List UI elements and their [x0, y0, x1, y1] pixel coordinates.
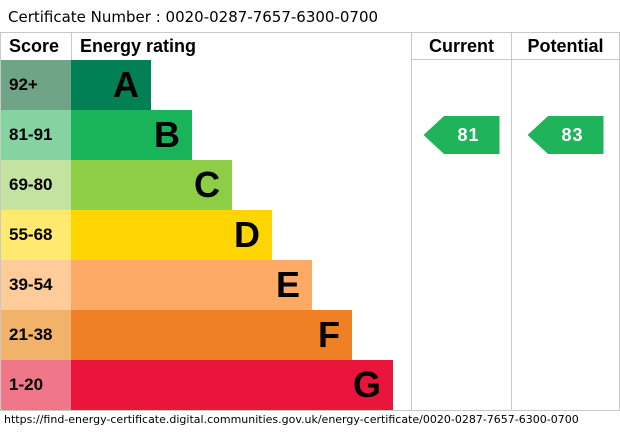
potential-cell: [511, 210, 619, 260]
band-score-range: 92+: [1, 60, 71, 110]
band-bar-area: E: [71, 260, 411, 310]
band-letter: G: [352, 364, 381, 405]
current-cell: [411, 360, 511, 410]
band-bar-b: B: [71, 110, 192, 160]
band-bar-area: F: [71, 310, 411, 360]
band-bar-c: C: [71, 160, 232, 210]
current-cell: [411, 160, 511, 210]
energy-rating-table: Score Energy rating Current Potential 92…: [0, 32, 620, 411]
band-bar-f: F: [71, 310, 352, 360]
band-score-range: 69-80: [1, 160, 71, 210]
band-bar-area: B: [71, 110, 411, 160]
band-letter: F: [318, 314, 340, 355]
band-score-range: 81-91: [1, 110, 71, 160]
potential-cell: 83: [511, 110, 619, 160]
band-score-range: 21-38: [1, 310, 71, 360]
current-cell: [411, 60, 511, 110]
header-energy-rating: Energy rating: [71, 33, 411, 60]
current-cell: [411, 260, 511, 310]
band-row-c: 69-80 C: [1, 160, 619, 210]
band-row-b: 81-91 B 81 83: [1, 110, 619, 160]
band-score-range: 39-54: [1, 260, 71, 310]
band-letter: A: [113, 64, 139, 105]
band-bar-area: C: [71, 160, 411, 210]
header-score: Score: [9, 36, 60, 56]
potential-cell: [511, 60, 619, 110]
potential-cell: [511, 310, 619, 360]
band-letter: D: [234, 214, 260, 255]
potential-cell: [511, 360, 619, 410]
certificate-number-title: Certificate Number : 0020-0287-7657-6300…: [8, 8, 379, 26]
band-row-a: 92+ A: [1, 60, 619, 110]
band-row-g: 1-20 G: [1, 360, 619, 410]
potential-cell: [511, 160, 619, 210]
current-cell: [411, 210, 511, 260]
band-bar-d: D: [71, 210, 272, 260]
band-score-range: 55-68: [1, 210, 71, 260]
band-score-range: 1-20: [1, 360, 71, 410]
potential-rating-value: 83: [561, 124, 584, 145]
band-bar-e: E: [71, 260, 312, 310]
band-letter: E: [275, 264, 300, 305]
band-row-d: 55-68 D: [1, 210, 619, 260]
band-bar-area: A: [71, 60, 411, 110]
table-header-row: Score Energy rating Current Potential: [1, 33, 619, 60]
current-rating-value: 81: [457, 124, 480, 145]
header-current: Current: [411, 33, 511, 60]
certificate-url: https://find-energy-certificate.digital.…: [4, 413, 579, 426]
band-bar-a: A: [71, 60, 151, 110]
band-row-e: 39-54 E: [1, 260, 619, 310]
potential-rating-arrow: 83: [527, 116, 604, 154]
band-bar-g: G: [71, 360, 393, 410]
potential-cell: [511, 260, 619, 310]
header-potential: Potential: [511, 33, 619, 60]
current-cell: [411, 310, 511, 360]
current-rating-arrow: 81: [423, 116, 500, 154]
band-letter: B: [154, 114, 180, 155]
band-bar-area: D: [71, 210, 411, 260]
band-letter: C: [194, 164, 220, 205]
band-row-f: 21-38 F: [1, 310, 619, 360]
current-cell: 81: [411, 110, 511, 160]
band-bar-area: G: [71, 360, 411, 410]
